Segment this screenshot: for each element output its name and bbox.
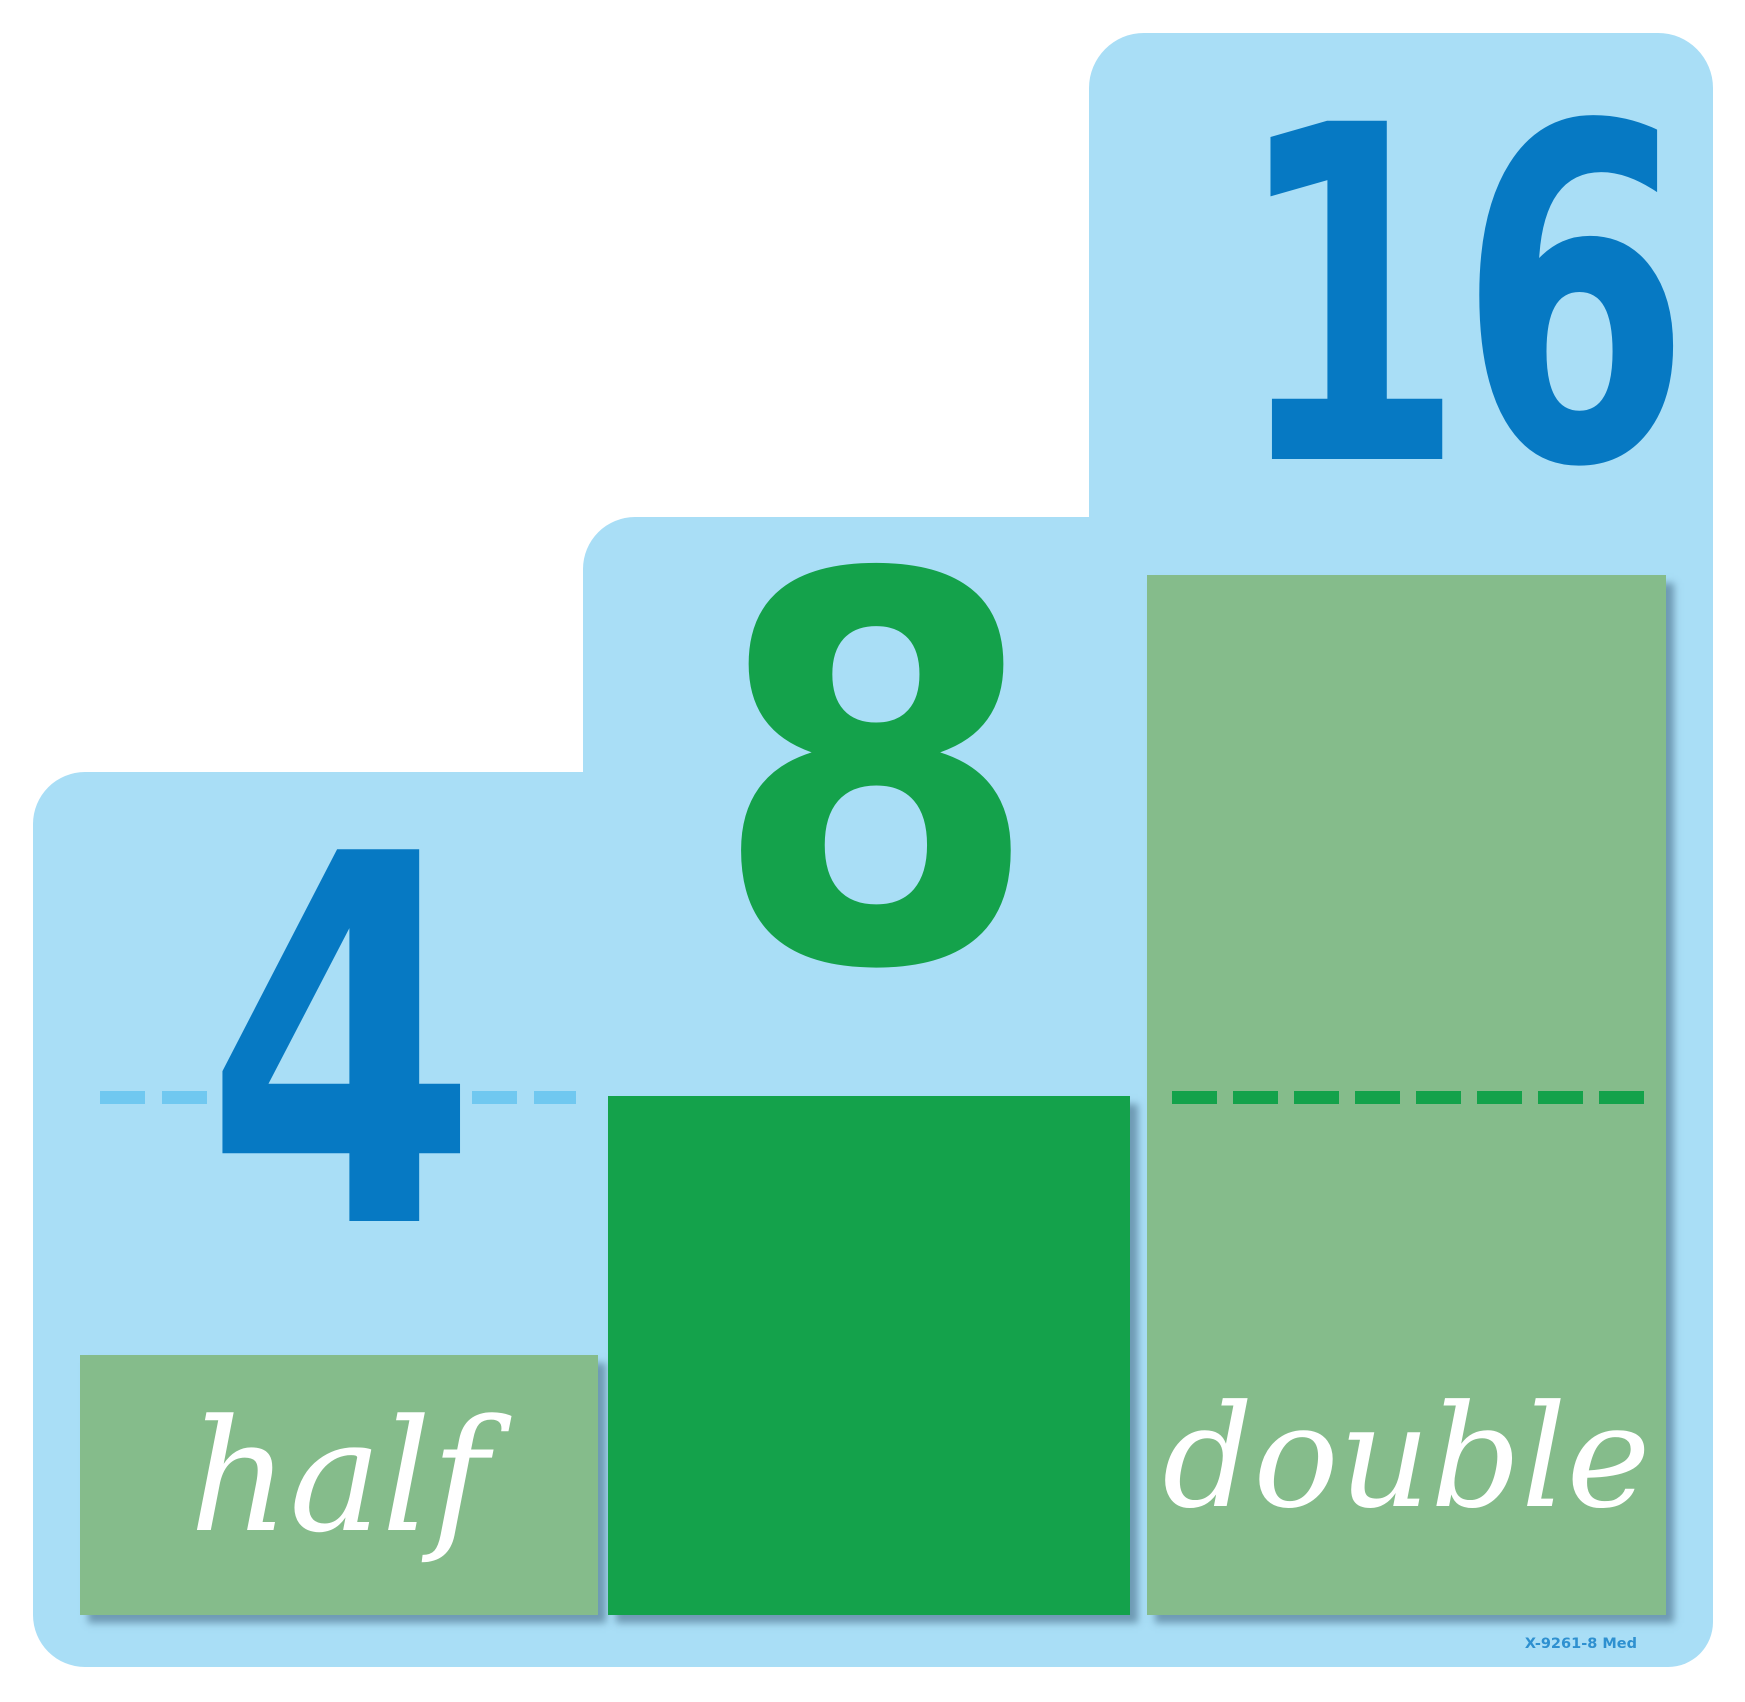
dashed-halving-line [100,1091,576,1104]
half-number-text: 4 [204,749,478,1342]
middle-block [608,1096,1130,1615]
start-number-text: 8 [712,464,1040,1087]
product-code: X-9261-8 Med [1524,1636,1637,1652]
double-number-text: 16 [1232,29,1691,569]
half-label: half [189,1385,489,1567]
start-number: 8 [626,508,1126,1043]
half-block: half [80,1355,598,1615]
half-number: 4 [91,791,591,1301]
double-label: double [1162,1375,1651,1540]
double-block: double [1147,575,1666,1615]
double-number: 16 [1145,67,1691,531]
dashed-doubling-line [1172,1091,1648,1104]
